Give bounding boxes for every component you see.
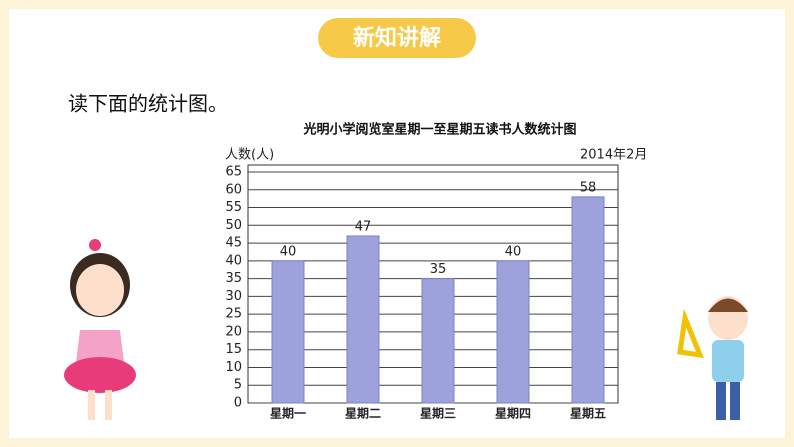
y-tick-label: 5 — [234, 378, 242, 393]
x-tick-label: 星期四 — [495, 406, 531, 421]
y-tick-label: 65 — [225, 165, 242, 180]
x-tick-label: 星期三 — [420, 406, 456, 421]
value-label: 35 — [430, 262, 447, 277]
girl-illustration — [64, 239, 136, 420]
bar — [421, 278, 455, 404]
bar — [271, 260, 305, 404]
y-tick-label: 55 — [225, 200, 242, 215]
y-tick-label: 20 — [225, 324, 242, 339]
value-label: 58 — [580, 180, 597, 195]
y-tick-label: 25 — [225, 307, 242, 322]
y-axis-label: 人数(人) — [225, 148, 274, 163]
y-tick-label: 15 — [225, 342, 242, 357]
header-pill — [318, 18, 476, 58]
bar — [496, 260, 530, 404]
y-tick-label: 60 — [225, 182, 242, 197]
instruction: 读下面的统计图。 — [68, 92, 228, 116]
y-tick-label: 45 — [225, 236, 242, 251]
x-tick-label: 星期五 — [570, 406, 606, 421]
y-tick-label: 10 — [225, 360, 242, 375]
boy-illustration — [677, 296, 748, 420]
chart-title: 光明小学阅览室星期一至星期五读书人数统计图 — [302, 122, 576, 138]
header-title: 新知讲解 — [353, 25, 441, 51]
y-tick-label: 40 — [225, 253, 242, 268]
x-tick-label: 星期一 — [270, 406, 306, 421]
y-tick-label: 30 — [225, 289, 242, 304]
value-label: 40 — [505, 244, 522, 259]
bar — [571, 196, 605, 404]
value-label: 47 — [355, 219, 372, 234]
chart-note: 2014年2月 — [580, 148, 647, 163]
y-tick-label: 35 — [225, 271, 242, 286]
value-label: 40 — [280, 244, 297, 259]
bar — [346, 235, 380, 404]
y-tick-label: 0 — [234, 396, 242, 411]
y-tick-label: 50 — [225, 218, 242, 233]
x-tick-label: 星期二 — [345, 406, 381, 421]
